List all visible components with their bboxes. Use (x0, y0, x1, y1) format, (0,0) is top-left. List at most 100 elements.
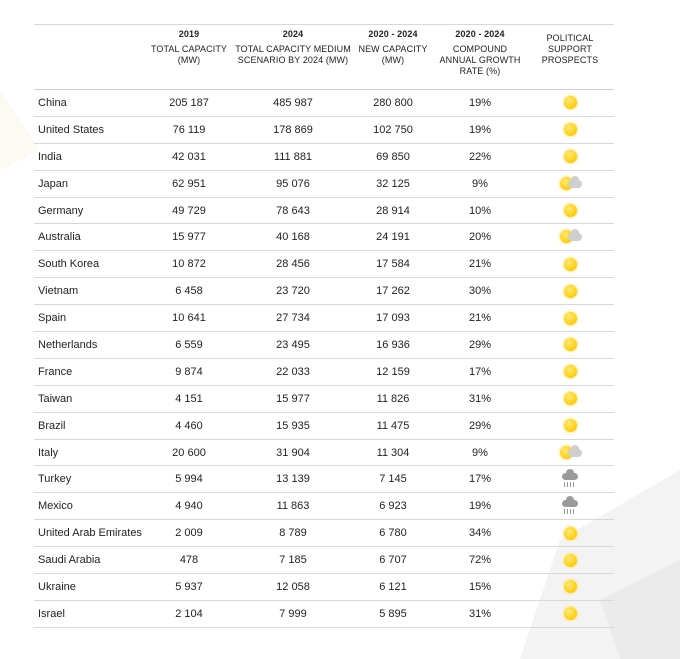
new-capacity-cell: 17 262 (376, 285, 410, 298)
new-capacity-cell: 12 159 (376, 365, 410, 378)
table-row: Germany 49 729 78 643 28 914 10% (34, 198, 614, 225)
capacity-2024-cell: 27 734 (276, 312, 310, 325)
political-support-cell (526, 440, 614, 466)
political-support-cell (526, 386, 614, 412)
cagr-cell: 9% (472, 177, 488, 190)
table-row: Spain 10 641 27 734 17 093 21% (34, 305, 614, 333)
country-cell: United States (38, 123, 105, 136)
capacity-2019-cell: 10 641 (172, 312, 206, 325)
new-capacity-cell: 69 850 (376, 150, 410, 163)
capacity-2019-cell: 4 940 (175, 500, 203, 513)
capacity-2019-cell: 20 600 (172, 446, 206, 459)
capacity-2024-cell: 78 643 (276, 204, 310, 217)
political-support-cell (526, 305, 614, 331)
new-capacity-cell: 28 914 (376, 204, 410, 217)
political-support-cell (526, 224, 614, 250)
cagr-cell: 34% (468, 527, 492, 540)
cagr-cell: 10% (468, 204, 492, 217)
capacity-2019-cell: 5 994 (175, 473, 203, 486)
table-row: Brazil 4 460 15 935 11 475 29% (34, 413, 614, 440)
capacity-2019-cell: 2 009 (175, 527, 203, 540)
capacity-2024-cell: 12 058 (276, 580, 310, 593)
sun-icon (563, 392, 577, 406)
cagr-cell: 31% (468, 392, 492, 405)
cagr-cell: 19% (468, 96, 492, 109)
capacity-2019-cell: 478 (179, 554, 199, 567)
capacity-table: 2019 TOTAL CAPACITY (MW) 2024 TOTAL CAPA… (34, 24, 614, 628)
table-row: South Korea 10 872 28 456 17 584 21% (34, 251, 614, 279)
political-support-cell (526, 117, 614, 143)
sun-icon (563, 580, 577, 594)
political-support-cell (526, 466, 614, 492)
country-cell: Mexico (38, 500, 73, 513)
sun-icon (563, 338, 577, 352)
country-cell: Turkey (38, 473, 72, 486)
capacity-2024-cell: 8 789 (279, 527, 307, 540)
capacity-2019-cell: 6 559 (175, 338, 203, 351)
table-row: Saudi Arabia 478 7 185 6 707 72% (34, 547, 614, 575)
sun-icon (563, 96, 577, 110)
new-capacity-cell: 32 125 (376, 177, 410, 190)
country-cell: India (38, 150, 62, 163)
country-cell: Israel (38, 607, 65, 620)
capacity-2019-cell: 49 729 (172, 204, 206, 217)
political-support-cell (526, 547, 614, 573)
country-cell: Vietnam (38, 285, 79, 298)
sun-icon (563, 123, 577, 137)
rain-cloud-icon (560, 469, 580, 488)
sun-cloud-icon (556, 444, 584, 461)
political-support-cell (526, 251, 614, 277)
capacity-2024-cell: 7 999 (279, 607, 307, 620)
header-cagr: 2020 - 2024 COMPOUND ANNUAL GROWTH RATE … (439, 29, 521, 76)
political-support-cell (526, 332, 614, 358)
cagr-cell: 9% (472, 446, 488, 459)
political-support-cell (526, 574, 614, 600)
capacity-2019-cell: 76 119 (172, 123, 206, 136)
country-cell: China (38, 96, 67, 109)
sun-icon (563, 204, 577, 217)
cagr-cell: 17% (468, 473, 492, 486)
new-capacity-cell: 6 780 (379, 527, 407, 540)
country-cell: Taiwan (38, 392, 73, 405)
political-support-cell (526, 493, 614, 519)
new-capacity-cell: 6 923 (379, 500, 407, 513)
capacity-2024-cell: 22 033 (276, 365, 310, 378)
cagr-cell: 21% (468, 312, 492, 325)
sun-cloud-icon (556, 229, 584, 245)
capacity-2024-cell: 13 139 (276, 473, 310, 486)
new-capacity-cell: 11 826 (376, 392, 410, 405)
cagr-cell: 29% (468, 338, 492, 351)
political-support-cell (526, 413, 614, 439)
new-capacity-cell: 11 304 (376, 446, 410, 459)
sun-icon (563, 311, 577, 325)
cagr-cell: 31% (468, 607, 492, 620)
sun-icon (563, 284, 577, 298)
new-capacity-cell: 280 800 (373, 96, 413, 109)
capacity-2024-cell: 23 720 (276, 285, 310, 298)
table-row: Australia 15 977 40 168 24 191 20% (34, 224, 614, 252)
country-cell: United Arab Emirates (38, 527, 142, 540)
new-capacity-cell: 102 750 (373, 123, 413, 136)
header-country (34, 25, 144, 89)
new-capacity-cell: 6 707 (379, 554, 407, 567)
table-row: Mexico 4 940 11 863 6 923 19% (34, 493, 614, 521)
new-capacity-cell: 6 121 (379, 580, 407, 593)
table-row: Turkey 5 994 13 139 7 145 17% (34, 466, 614, 494)
political-support-cell (526, 90, 614, 116)
cagr-cell: 22% (468, 150, 492, 163)
capacity-2019-cell: 4 151 (175, 392, 203, 405)
political-support-cell (526, 601, 614, 627)
capacity-2019-cell: 6 458 (175, 285, 203, 298)
capacity-2019-cell: 2 104 (175, 607, 203, 620)
capacity-2019-cell: 5 937 (175, 580, 203, 593)
country-cell: Spain (38, 312, 67, 325)
capacity-2024-cell: 178 869 (273, 123, 313, 136)
country-cell: Italy (38, 446, 59, 459)
capacity-2024-cell: 23 495 (276, 338, 310, 351)
capacity-2019-cell: 4 460 (175, 419, 203, 432)
political-support-cell (526, 278, 614, 304)
capacity-2024-cell: 28 456 (276, 258, 310, 271)
capacity-2024-cell: 11 863 (276, 500, 310, 513)
political-support-cell (526, 198, 614, 224)
new-capacity-cell: 7 145 (379, 473, 407, 486)
